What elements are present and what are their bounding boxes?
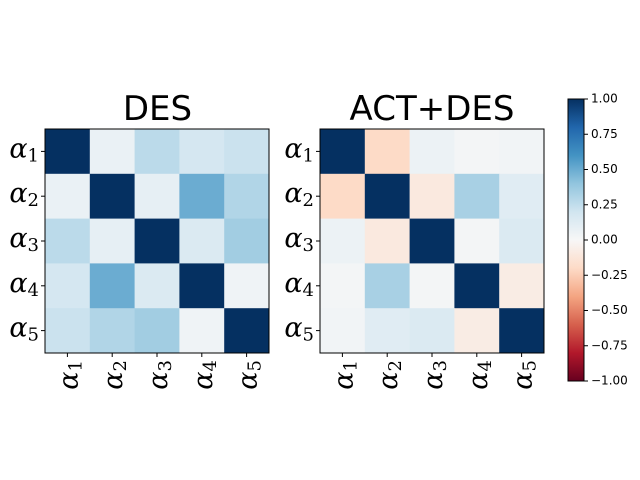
colorbar-tick-label: 0.50 <box>591 162 618 176</box>
tick-label: α1 <box>328 360 362 390</box>
colorbar-ticks: 1.00 0.75 0.50 0.25 0.00 −0.25 −0.50 −0.75 −1.00 <box>584 92 628 388</box>
heatmap-cell <box>364 218 410 264</box>
heatmap-cell <box>320 173 366 219</box>
colorbar-tick-label: −0.50 <box>591 303 628 317</box>
heatmap-cell <box>224 218 270 264</box>
heatmap-cell <box>499 218 545 264</box>
x-tick-labels: α1 α2 α3 α4 α5 <box>53 353 266 390</box>
colorbar-tick-label: −0.75 <box>591 338 628 352</box>
colorbar-tick-label: −1.00 <box>591 374 628 388</box>
colorbar-tick-label: 0.75 <box>591 127 618 141</box>
heatmap-cell <box>45 308 91 354</box>
heatmap-cell <box>454 308 500 354</box>
heatmap-cells <box>320 129 545 354</box>
tick-label: α5 <box>507 360 541 390</box>
heatmap-cell <box>320 129 366 175</box>
heatmap-cells <box>45 129 270 354</box>
heatmap-cell <box>364 129 410 175</box>
heatmap-cell <box>45 218 91 264</box>
tick-label: α3 <box>143 360 177 390</box>
tick-label: α2 <box>9 178 39 212</box>
tick-label: α5 <box>232 360 266 390</box>
heatmap-title: DES <box>123 89 192 129</box>
heatmap-cell <box>224 129 270 175</box>
tick-label: α4 <box>462 360 496 390</box>
heatmap-cell <box>179 129 225 175</box>
tick-label: α3 <box>9 223 39 257</box>
heatmap-cell <box>409 308 455 354</box>
tick-label: α3 <box>418 360 452 390</box>
heatmap-act-des: ACT+DES α1 α2 α3 α4 α5 α1 α2 α3 α4 α5 <box>284 89 545 390</box>
colorbar: 1.00 0.75 0.50 0.25 0.00 −0.25 −0.50 −0.75 −1.00 <box>567 92 628 388</box>
heatmap-cell <box>364 173 410 219</box>
x-tick-labels: α1 α2 α3 α4 α5 <box>328 353 541 390</box>
heatmap-cell <box>409 173 455 219</box>
heatmap-cell <box>134 173 180 219</box>
tick-label: α4 <box>284 267 314 301</box>
tick-label: α2 <box>373 360 407 390</box>
heatmap-cell <box>45 129 91 175</box>
colorbar-gradient <box>567 98 585 382</box>
heatmap-title: ACT+DES <box>350 89 515 129</box>
heatmap-cell <box>499 263 545 309</box>
tick-label: α4 <box>9 267 39 301</box>
heatmap-cell <box>364 308 410 354</box>
heatmap-des: DES α1 α2 α3 α4 α5 α1 α2 α3 α4 α5 <box>9 89 270 390</box>
heatmap-cell <box>454 173 500 219</box>
heatmap-cell <box>89 308 135 354</box>
tick-label: α5 <box>9 312 39 346</box>
heatmap-cell <box>179 218 225 264</box>
heatmap-cell <box>364 263 410 309</box>
colorbar-tick-label: 1.00 <box>591 92 618 106</box>
tick-label: α3 <box>284 223 314 257</box>
heatmap-cell <box>134 263 180 309</box>
heatmap-cell <box>224 308 270 354</box>
heatmap-cell <box>45 263 91 309</box>
heatmap-cell <box>224 263 270 309</box>
colorbar-tick-label: 0.00 <box>591 233 618 247</box>
heatmap-cell <box>134 129 180 175</box>
tick-label: α4 <box>187 360 221 390</box>
colorbar-tick-label: −0.25 <box>591 268 628 282</box>
tick-label: α5 <box>284 312 314 346</box>
tick-label: α2 <box>98 360 132 390</box>
heatmap-cell <box>320 263 366 309</box>
heatmap-cell <box>179 308 225 354</box>
y-tick-labels: α1 α2 α3 α4 α5 <box>9 133 45 346</box>
tick-label: α1 <box>284 133 314 167</box>
y-tick-labels: α1 α2 α3 α4 α5 <box>284 133 320 346</box>
heatmap-cell <box>409 129 455 175</box>
heatmap-cell <box>89 129 135 175</box>
colorbar-tick-label: 0.25 <box>591 197 618 211</box>
heatmap-cell <box>179 173 225 219</box>
heatmap-cell <box>454 263 500 309</box>
heatmap-cell <box>134 218 180 264</box>
tick-label: α1 <box>9 133 39 167</box>
heatmap-cell <box>320 218 366 264</box>
heatmap-cell <box>179 263 225 309</box>
tick-label: α1 <box>53 360 87 390</box>
tick-label: α2 <box>284 178 314 212</box>
heatmap-cell <box>499 308 545 354</box>
heatmap-cell <box>134 308 180 354</box>
heatmap-cell <box>499 129 545 175</box>
heatmap-cell <box>89 173 135 219</box>
heatmap-cell <box>89 263 135 309</box>
heatmap-cell <box>320 308 366 354</box>
heatmap-cell <box>454 218 500 264</box>
heatmap-cell <box>499 173 545 219</box>
heatmap-cell <box>45 173 91 219</box>
heatmap-cell <box>409 263 455 309</box>
heatmap-cell <box>409 218 455 264</box>
heatmap-cell <box>224 173 270 219</box>
heatmap-cell <box>89 218 135 264</box>
heatmap-cell <box>454 129 500 175</box>
